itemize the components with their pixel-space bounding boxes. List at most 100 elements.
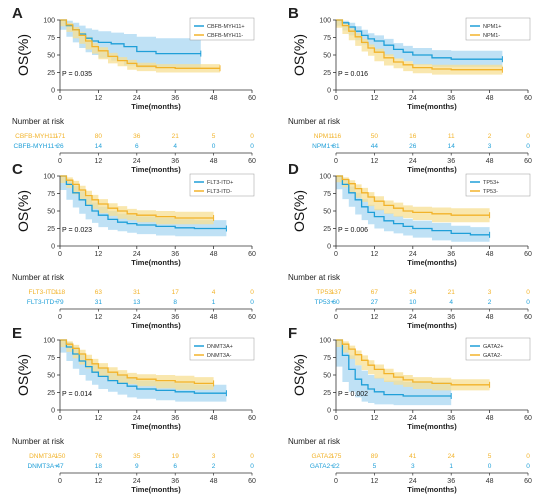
survival-curve-gata2-: [336, 339, 490, 386]
risk-count: 27: [371, 299, 379, 306]
x-tick-label: 60: [248, 251, 256, 258]
survival-curve-flt3-itd-: [60, 175, 214, 219]
y-tick-label: 50: [323, 53, 331, 60]
risk-count: 80: [95, 133, 103, 140]
x-axis-title: Time(months): [131, 102, 181, 111]
risk-x-tick-label: 12: [95, 314, 103, 321]
x-tick-label: 60: [524, 415, 532, 422]
risk-x-tick-label: 48: [486, 478, 494, 485]
risk-count: 2: [212, 463, 216, 470]
risk-count: 11: [448, 133, 455, 140]
x-axis-title: Time(months): [131, 258, 181, 267]
risk-x-tick-label: 0: [58, 314, 62, 321]
legend-label: DNMT3A-: [207, 353, 232, 359]
panel-letter: E: [12, 325, 22, 342]
risk-x-tick-label: 60: [248, 158, 256, 165]
risk-x-tick-label: 0: [58, 478, 62, 485]
risk-table-title: Number at risk: [12, 117, 65, 126]
risk-count: 34: [409, 289, 417, 296]
risk-x-tick-label: 12: [371, 158, 379, 165]
risk-count: 150: [55, 453, 66, 460]
y-tick-label: 100: [43, 174, 55, 181]
x-tick-label: 36: [447, 251, 455, 258]
legend-label: GATA2-: [483, 353, 502, 359]
legend-box: [465, 173, 531, 197]
x-axis-title: Time(months): [407, 102, 457, 111]
risk-x-tick-label: 60: [524, 314, 532, 321]
y-tick-label: 75: [323, 191, 331, 198]
panel-b: B 0 25 50 75 100 0 12 24 36 48 60 Time(months) OS(%) P…: [288, 5, 532, 174]
risk-count: 0: [250, 453, 254, 460]
risk-row-label: FLT3-ITD+: [27, 299, 58, 306]
x-tick-label: 60: [248, 95, 256, 102]
risk-count: 60: [332, 299, 340, 306]
risk-count: 0: [526, 143, 530, 150]
risk-count: 21: [172, 133, 180, 140]
risk-count: 0: [250, 133, 254, 140]
risk-count: 24: [448, 453, 456, 460]
risk-x-tick-label: 12: [371, 314, 379, 321]
y-tick-label: 75: [47, 191, 55, 198]
y-tick-label: 25: [47, 226, 55, 233]
y-tick-label: 75: [47, 355, 55, 362]
risk-count: 2: [488, 299, 492, 306]
x-tick-label: 24: [409, 251, 417, 258]
risk-count: 3: [488, 289, 492, 296]
x-tick-label: 12: [95, 415, 103, 422]
risk-count: 0: [250, 289, 254, 296]
legend-label: FLT3-ITD+: [207, 180, 233, 186]
y-tick-label: 25: [47, 390, 55, 397]
risk-count: 6: [173, 463, 177, 470]
risk-count: 0: [250, 143, 254, 150]
risk-row-label: TP53-: [316, 289, 334, 296]
x-tick-label: 60: [248, 415, 256, 422]
risk-count: 0: [212, 143, 216, 150]
risk-count: 137: [331, 289, 342, 296]
risk-count: 35: [133, 453, 141, 460]
y-tick-label: 50: [47, 53, 55, 60]
legend-label: CBFB-MYH11-: [207, 33, 243, 39]
risk-row-label: CBFB-MYH11-: [15, 133, 58, 140]
ci-band-npm1-: [336, 20, 503, 75]
risk-count: 5: [488, 453, 492, 460]
risk-count: 0: [526, 299, 530, 306]
y-tick-label: 0: [327, 408, 331, 415]
y-axis-title: OS(%): [15, 354, 31, 396]
y-tick-label: 50: [47, 209, 55, 216]
risk-row-label: GATA2-: [311, 453, 334, 460]
y-tick-label: 100: [43, 338, 55, 345]
risk-x-tick-label: 48: [210, 314, 218, 321]
survival-curve-npm1-: [336, 19, 503, 60]
x-tick-label: 12: [95, 251, 103, 258]
risk-count: 67: [371, 289, 379, 296]
risk-row-label: DNMT3A-: [29, 453, 58, 460]
x-tick-label: 36: [171, 95, 179, 102]
risk-count: 1: [449, 463, 453, 470]
ci-band-tp53-: [336, 176, 490, 242]
y-axis-title: OS(%): [15, 190, 31, 232]
p-value: P = 0.006: [338, 227, 368, 234]
ci-band-cbfb-myh11-: [60, 20, 201, 68]
y-tick-label: 0: [51, 88, 55, 95]
risk-count: 1: [212, 299, 216, 306]
risk-count: 63: [95, 289, 103, 296]
ci-band-gata2-: [336, 340, 490, 391]
risk-x-tick-label: 0: [334, 314, 338, 321]
x-tick-label: 0: [334, 251, 338, 258]
risk-count: 21: [448, 289, 456, 296]
x-tick-label: 48: [486, 95, 494, 102]
p-value: P = 0.002: [338, 391, 368, 398]
risk-count: 0: [526, 289, 530, 296]
risk-table-title: Number at risk: [288, 117, 341, 126]
risk-table-title: Number at risk: [12, 437, 65, 446]
y-tick-label: 100: [319, 18, 331, 25]
x-tick-label: 12: [95, 95, 103, 102]
risk-count: 116: [331, 133, 342, 140]
legend-label: TP53-: [483, 189, 498, 195]
risk-x-axis-title: Time(months): [131, 165, 181, 174]
risk-x-axis-title: Time(months): [131, 321, 181, 330]
risk-x-tick-label: 0: [58, 158, 62, 165]
